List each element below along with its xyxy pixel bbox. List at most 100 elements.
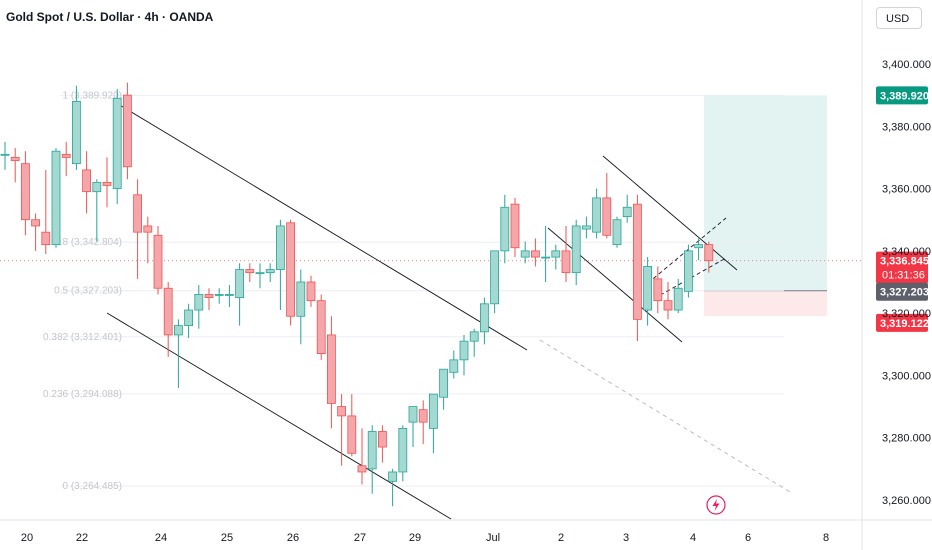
channel-upper-line <box>602 155 738 271</box>
currency-selector[interactable]: USD <box>876 7 922 29</box>
last-price-badge <box>876 251 928 284</box>
candle-body <box>286 222 296 317</box>
candle-body <box>224 294 234 296</box>
time-tick-label: 26 <box>287 532 299 544</box>
price-tick-label: 3,340.000 <box>882 246 931 258</box>
candle-body <box>143 225 153 233</box>
candle-body <box>418 409 428 423</box>
fib-level-label: 0.618 (3,342.804) <box>43 237 122 248</box>
candle-body <box>469 331 479 342</box>
projection-line <box>539 339 791 493</box>
candle-body <box>123 94 132 168</box>
lightning-icon-glyph <box>712 499 720 511</box>
price-tick-label: 3,260.000 <box>882 495 931 507</box>
loss-zone <box>704 290 827 316</box>
candle-body <box>479 303 489 333</box>
time-tick-label: 27 <box>354 532 366 544</box>
profit-zone <box>704 95 827 291</box>
candle-body <box>449 359 459 373</box>
time-tick-label: 8 <box>823 532 829 544</box>
candle-body <box>490 250 500 305</box>
candle-body <box>582 225 591 230</box>
time-tick-label: 29 <box>409 532 421 544</box>
time-tick-label: 24 <box>155 532 167 544</box>
candle-body <box>357 465 367 473</box>
fib-level-label: 0 (3,264.485) <box>63 481 123 492</box>
candle-body <box>561 250 571 274</box>
price-tick-label: 3,280.000 <box>882 433 931 445</box>
candle-body <box>163 287 173 336</box>
target-price-badge <box>876 86 928 105</box>
candle-body <box>275 225 285 270</box>
candle-body <box>184 309 194 326</box>
candle-body <box>31 219 41 227</box>
candle-body <box>245 269 255 274</box>
candle-body <box>377 431 387 448</box>
candle-body <box>428 393 438 429</box>
candle-body <box>112 97 122 189</box>
candle-body <box>602 197 612 236</box>
downtrend-channel-line <box>106 312 452 520</box>
candle-body <box>194 294 204 311</box>
candle-body <box>10 157 20 161</box>
fib-level-label: 0.236 (3,294.088) <box>43 389 122 400</box>
fib-level-label: 1 (3,389.920) <box>63 90 123 101</box>
time-tick-label: Jul <box>486 532 500 544</box>
fib-level-label: 0.5 (3,327.203) <box>54 286 122 297</box>
price-tick-label: 3,300.000 <box>882 370 931 382</box>
candle-body <box>41 231 51 246</box>
candle-body <box>0 153 10 156</box>
candle-body <box>439 368 449 398</box>
candle-body <box>643 266 652 311</box>
candle-body <box>520 250 530 258</box>
candle-body <box>500 206 510 252</box>
candle-body <box>92 181 102 193</box>
candle-body <box>61 153 71 158</box>
time-tick-label: 25 <box>221 532 233 544</box>
candle-body <box>622 206 632 217</box>
candle-body <box>133 194 143 233</box>
candle-body <box>633 203 642 320</box>
entry-price-label: 3,327.203 <box>880 287 929 299</box>
candle-body <box>704 244 714 262</box>
candle-body <box>551 250 561 258</box>
candle-body <box>316 300 326 355</box>
stop-price-badge <box>876 313 928 332</box>
stop-price-label: 3,319.122 <box>880 318 929 330</box>
candle-body <box>296 281 306 317</box>
target-price-label: 3,389.920 <box>880 90 929 102</box>
candle-body <box>663 300 673 311</box>
candle-body <box>72 100 81 165</box>
price-tick-label: 3,360.000 <box>882 184 931 196</box>
candle-body <box>265 269 275 274</box>
candle-body <box>20 163 30 221</box>
candle-body <box>398 427 408 473</box>
candle-body <box>326 334 336 404</box>
candle-body <box>571 225 581 274</box>
candle-body <box>531 250 540 258</box>
candle-body <box>684 250 693 292</box>
candle-body <box>541 256 550 259</box>
candle-body <box>367 431 377 470</box>
price-tick-label: 3,400.000 <box>882 59 931 71</box>
last-price-label: 3,336.845 <box>880 256 929 268</box>
channel-lower-line <box>547 227 683 343</box>
candle-body <box>388 471 398 482</box>
candle-body <box>510 203 520 249</box>
candle-body <box>235 269 245 298</box>
candle-body <box>102 181 112 186</box>
candle-body <box>347 415 357 454</box>
time-tick-label: 2 <box>558 532 564 544</box>
price-tick-label: 3,320.000 <box>882 308 931 320</box>
downtrend-line <box>117 103 528 351</box>
candle-body <box>306 281 316 302</box>
candle-body <box>612 219 622 246</box>
time-tick-label: 20 <box>21 532 33 544</box>
candle-body <box>214 294 224 296</box>
candle-body <box>82 169 91 193</box>
candle-body <box>673 287 683 311</box>
candle-body <box>694 244 703 249</box>
time-tick-label: 22 <box>76 532 88 544</box>
time-tick-label: 6 <box>745 532 751 544</box>
